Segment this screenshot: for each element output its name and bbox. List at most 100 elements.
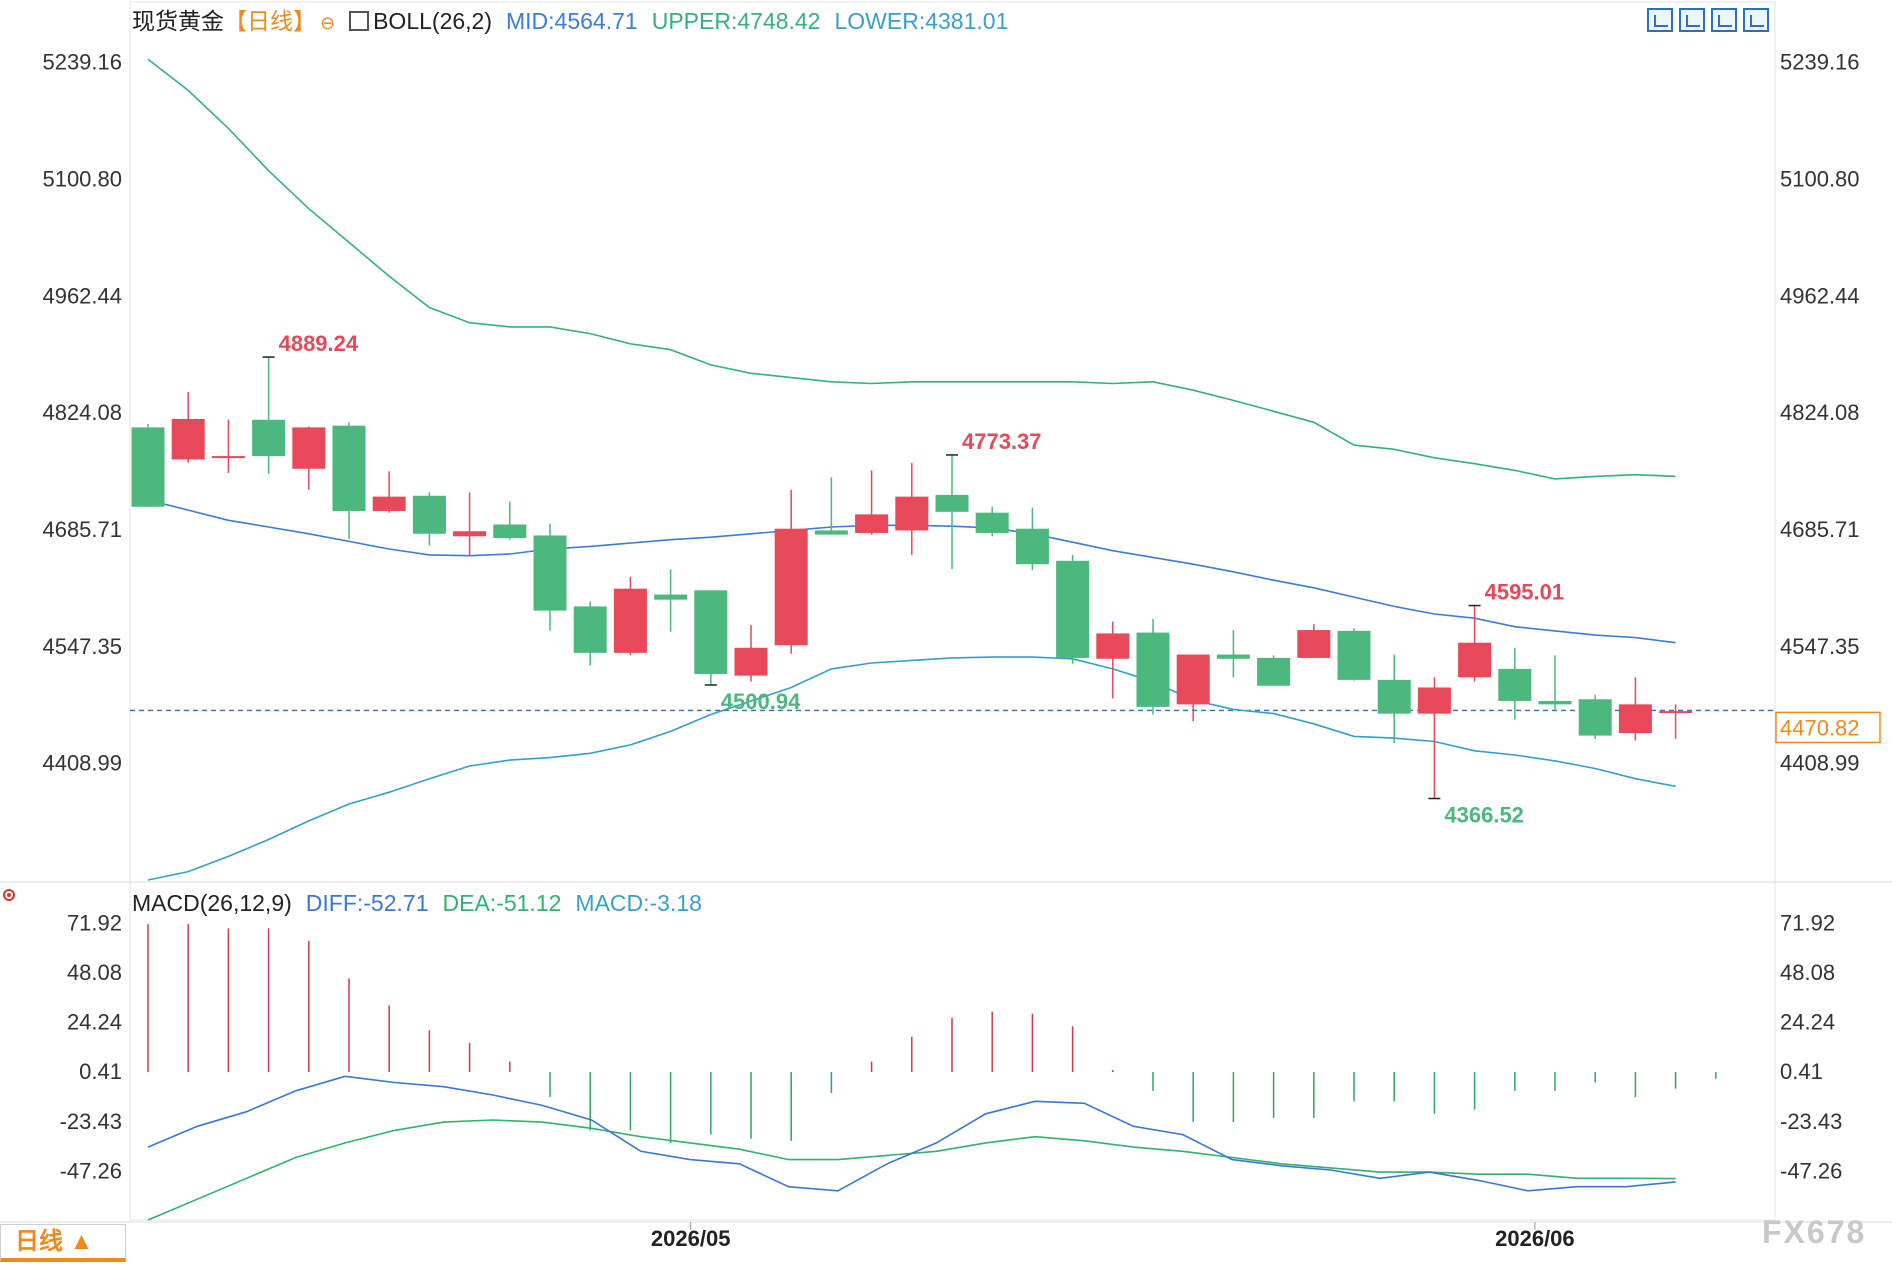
candle-body bbox=[533, 535, 567, 611]
candle-body bbox=[1056, 560, 1090, 658]
candle bbox=[1015, 507, 1049, 571]
macd-header: MACD(26,12,9) DIFF:-52.71 DEA:-51.12 MACD:-… bbox=[132, 888, 716, 918]
y-tick-left: 4408.99 bbox=[42, 751, 122, 776]
collapse-icon[interactable]: ⊖ bbox=[320, 13, 336, 33]
main-header: 现货黄金【日线】 ⊖ BOLL(26,2) MID:4564.71 UPPER:4748… bbox=[132, 6, 1022, 38]
candle-body bbox=[774, 528, 808, 646]
y-tick-right: 4962.44 bbox=[1780, 283, 1860, 308]
candle bbox=[453, 492, 487, 556]
candle bbox=[1538, 655, 1572, 710]
candle-body bbox=[292, 427, 326, 469]
candle bbox=[372, 471, 406, 513]
macd-name: MACD(26,12,9) bbox=[132, 890, 292, 916]
macd-y-tick-right: 0.41 bbox=[1780, 1059, 1823, 1084]
candle-body bbox=[1618, 704, 1652, 734]
candle-body bbox=[1096, 633, 1130, 659]
candle-body bbox=[1458, 642, 1492, 678]
candle-body bbox=[1136, 632, 1170, 707]
candle bbox=[1257, 655, 1291, 686]
y-tick-left: 4824.08 bbox=[42, 400, 122, 425]
candle bbox=[573, 601, 607, 666]
macd-y-tick-left: -47.26 bbox=[60, 1159, 122, 1184]
candle bbox=[533, 523, 567, 631]
macd-y-tick-left: 0.41 bbox=[79, 1059, 122, 1084]
candle bbox=[1377, 654, 1411, 744]
y-tick-left: 4962.44 bbox=[42, 283, 122, 308]
y-tick-right: 4547.35 bbox=[1780, 634, 1860, 659]
candle-body bbox=[1257, 657, 1291, 686]
boll-mid-value: MID:4564.71 bbox=[506, 8, 638, 34]
low-annotation: 4366.52 bbox=[1444, 802, 1524, 827]
candle-body bbox=[1417, 687, 1451, 714]
candle-body bbox=[171, 418, 205, 460]
candle bbox=[1176, 654, 1210, 722]
candle bbox=[774, 489, 808, 654]
macd-y-tick-right: 71.92 bbox=[1780, 910, 1835, 935]
candle bbox=[654, 569, 688, 632]
candle bbox=[1618, 677, 1652, 741]
candle-body bbox=[1216, 654, 1250, 659]
candle bbox=[975, 506, 1009, 537]
candle bbox=[252, 357, 286, 474]
y-tick-right: 4408.99 bbox=[1780, 751, 1860, 776]
candle bbox=[613, 576, 647, 656]
diff-line bbox=[147, 1075, 1676, 1192]
candle-body bbox=[855, 514, 889, 533]
period-selector-button[interactable]: 日线 ▲ bbox=[0, 1224, 126, 1262]
candle-body bbox=[1176, 654, 1210, 705]
candle bbox=[1096, 621, 1130, 699]
y-tick-left: 5100.80 bbox=[42, 166, 122, 191]
high-annotation: 4595.01 bbox=[1485, 580, 1565, 605]
candle bbox=[493, 501, 527, 540]
settings-gear-icon[interactable] bbox=[0, 884, 22, 906]
candle-body bbox=[1498, 668, 1532, 701]
candle-body bbox=[493, 524, 527, 538]
candle-body bbox=[694, 590, 728, 674]
candle bbox=[1216, 630, 1250, 678]
candle-body bbox=[252, 419, 286, 457]
y-tick-left: 4685.71 bbox=[42, 517, 122, 542]
y-tick-right: 5100.80 bbox=[1780, 166, 1860, 191]
dea-line bbox=[147, 1119, 1676, 1221]
candle bbox=[292, 426, 326, 490]
candle-body bbox=[372, 496, 406, 511]
candle bbox=[1578, 695, 1612, 739]
candle-body bbox=[211, 456, 245, 459]
x-tick-label: 2026/06 bbox=[1495, 1226, 1575, 1251]
high-annotation: 4889.24 bbox=[279, 331, 359, 356]
macd-y-tick-left: -23.43 bbox=[60, 1109, 122, 1134]
candle-body bbox=[1377, 679, 1411, 714]
high-annotation: 4773.37 bbox=[962, 429, 1042, 454]
y-tick-left: 5239.16 bbox=[42, 50, 122, 75]
period-tag: 【日线】 bbox=[224, 8, 316, 34]
candle-body bbox=[895, 496, 929, 531]
candle bbox=[895, 462, 929, 555]
y-tick-right: 5239.16 bbox=[1780, 50, 1860, 75]
macd-y-tick-right: -47.26 bbox=[1780, 1159, 1842, 1184]
y-tick-right: 4685.71 bbox=[1780, 517, 1860, 542]
candle-body bbox=[332, 425, 366, 511]
macd-y-tick-left: 24.24 bbox=[67, 1010, 122, 1035]
candle bbox=[171, 391, 205, 463]
candle bbox=[1659, 704, 1693, 739]
candle bbox=[1337, 628, 1371, 681]
candle bbox=[1297, 624, 1331, 658]
zoom-in-icon[interactable] bbox=[1679, 8, 1705, 32]
y-tick-left: 4547.35 bbox=[42, 634, 122, 659]
candle bbox=[694, 590, 728, 685]
candle bbox=[1417, 677, 1451, 799]
indicator-icon[interactable] bbox=[349, 11, 370, 31]
crosshair-icon[interactable] bbox=[1647, 8, 1673, 32]
y-tick-right: 4824.08 bbox=[1780, 400, 1860, 425]
candle-body bbox=[935, 494, 969, 512]
macd-y-tick-right: -23.43 bbox=[1780, 1109, 1842, 1134]
scroll-right-icon[interactable] bbox=[1743, 8, 1769, 32]
candle-body bbox=[613, 588, 647, 653]
macd-diff-value: DIFF:-52.71 bbox=[305, 890, 429, 916]
macd-y-tick-right: 48.08 bbox=[1780, 960, 1835, 985]
scroll-left-icon[interactable] bbox=[1711, 8, 1737, 32]
candle bbox=[814, 477, 848, 535]
boll-upper-line bbox=[147, 58, 1676, 480]
